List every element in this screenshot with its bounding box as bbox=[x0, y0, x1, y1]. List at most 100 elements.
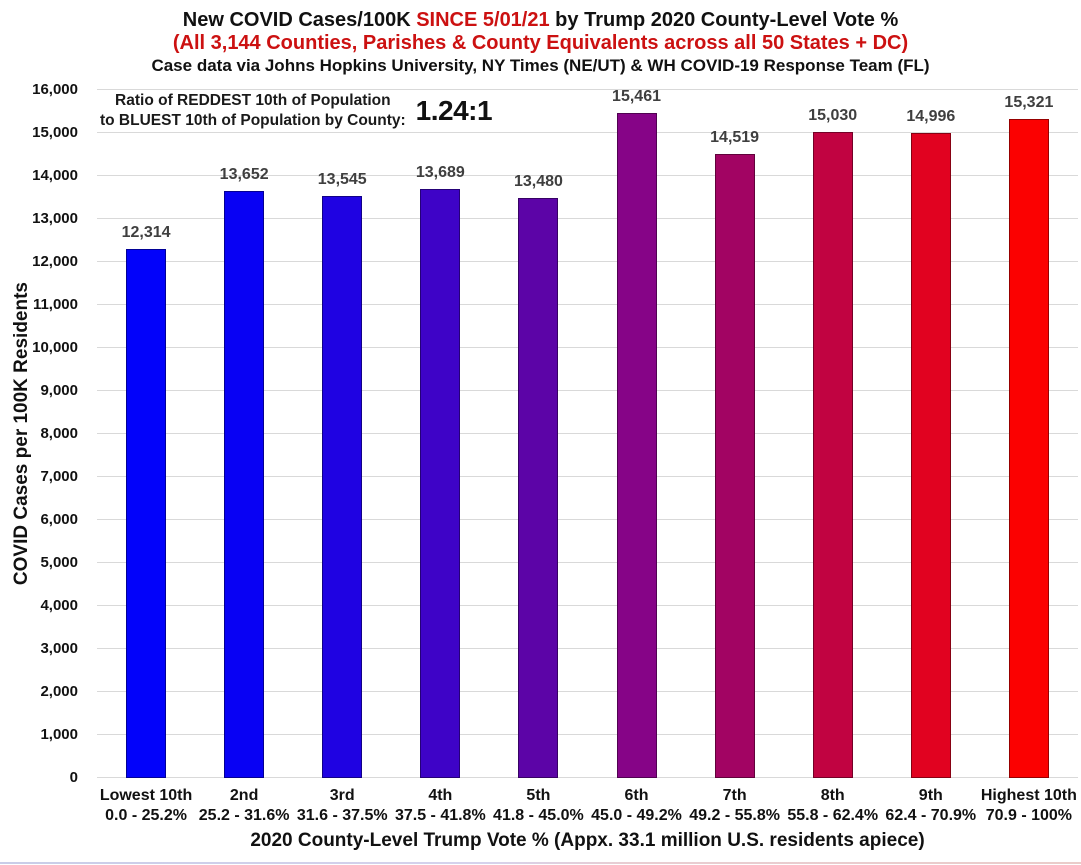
gridline bbox=[97, 734, 1078, 735]
gridline bbox=[97, 304, 1078, 305]
bar-value-label: 13,480 bbox=[513, 173, 563, 191]
chart-title: New COVID Cases/100K SINCE 5/01/21 by Tr… bbox=[0, 9, 1081, 32]
ratio-annotation-line2: to BLUEST 10th of Population by County: bbox=[100, 112, 406, 129]
gridline bbox=[97, 218, 1078, 219]
y-tick-label: 2,000 bbox=[40, 683, 78, 700]
x-category-name: 3rd bbox=[329, 787, 355, 804]
x-category-name: 5th bbox=[526, 787, 551, 804]
bar-3 bbox=[322, 195, 363, 778]
bar-column: 13,652 bbox=[195, 90, 293, 778]
x-category-label: 7th 49.2 - 55.8% bbox=[686, 786, 784, 826]
bar-column: 15,461 bbox=[587, 88, 685, 778]
gridline bbox=[97, 132, 1078, 133]
x-category-range: 55.8 - 62.4% bbox=[787, 807, 879, 824]
gridline bbox=[97, 261, 1078, 262]
gridline bbox=[97, 648, 1078, 649]
chart-source-line: Case data via Johns Hopkins University, … bbox=[151, 56, 930, 75]
gridline bbox=[97, 562, 1078, 563]
bar-value-label: 15,030 bbox=[808, 106, 858, 124]
x-axis-labels: Lowest 10th 0.0 - 25.2% 2nd 25.2 - 31.6% 3rd… bbox=[97, 786, 1078, 826]
x-category-range: 0.0 - 25.2% bbox=[105, 807, 187, 824]
x-category-label: 8th 55.8 - 62.4% bbox=[784, 786, 882, 826]
gridline bbox=[97, 691, 1078, 692]
y-tick-label: 8,000 bbox=[40, 425, 78, 442]
x-axis-title: 2020 County-Level Trump Vote % (Appx. 33… bbox=[250, 830, 925, 851]
x-category-name: Lowest 10th bbox=[99, 787, 193, 804]
bar-column: 15,030 bbox=[784, 90, 882, 778]
x-category-label: Lowest 10th 0.0 - 25.2% bbox=[97, 786, 195, 826]
x-category-range: 25.2 - 31.6% bbox=[198, 807, 290, 824]
x-category-name: Highest 10th bbox=[980, 787, 1077, 804]
bar-value-label: 12,314 bbox=[121, 223, 171, 241]
x-category-label: 4th 37.5 - 41.8% bbox=[391, 786, 489, 826]
chart-title-highlight: SINCE 5/01/21 bbox=[416, 9, 550, 31]
x-category-label: 2nd 25.2 - 31.6% bbox=[195, 786, 293, 826]
bar-10 bbox=[1008, 119, 1049, 778]
x-category-label: 5th 41.8 - 45.0% bbox=[489, 786, 587, 826]
bar-2 bbox=[224, 190, 265, 778]
bar-column: 14,996 bbox=[882, 90, 980, 778]
ratio-value: 1.24:1 bbox=[415, 95, 493, 126]
y-tick-label: 15,000 bbox=[32, 124, 78, 141]
y-tick-label: 16,000 bbox=[32, 81, 78, 98]
bar-column: 13,689 bbox=[391, 90, 489, 778]
x-category-name: 4th bbox=[428, 787, 453, 804]
chart-title-part2: by Trump 2020 County-Level Vote % bbox=[549, 9, 899, 31]
bar-4 bbox=[420, 189, 461, 778]
ratio-annotation-line1: Ratio of REDDEST 10th of Population bbox=[115, 92, 391, 109]
x-category-range: 49.2 - 55.8% bbox=[689, 807, 780, 824]
y-axis-ticks: 0 1,000 2,000 3,000 4,000 5,000 6,000 7,000 8,00… bbox=[0, 81, 80, 786]
gridline bbox=[97, 433, 1078, 434]
x-category-name: 8th bbox=[820, 787, 845, 804]
chart-subtitle: (All 3,144 Counties, Parishes & County E… bbox=[172, 32, 909, 54]
y-tick-label: 11,000 bbox=[32, 296, 78, 313]
y-tick-label: 9,000 bbox=[40, 382, 78, 399]
plot-area: 12,314 13,652 13,545 13,689 13,480 15,461 14,5… bbox=[97, 88, 1078, 778]
y-tick-label: 13,000 bbox=[32, 210, 78, 227]
bar-1 bbox=[126, 248, 167, 778]
chart-title-part1: New COVID Cases/100K bbox=[182, 9, 417, 31]
bar-column: 13,480 bbox=[489, 90, 587, 778]
bar-value-label: 13,689 bbox=[415, 164, 465, 182]
gridline bbox=[97, 89, 1078, 90]
x-category-range: 45.0 - 49.2% bbox=[591, 807, 682, 824]
x-category-range: 31.6 - 37.5% bbox=[296, 807, 388, 824]
bar-9 bbox=[910, 133, 951, 778]
bar-7 bbox=[714, 153, 755, 778]
bar-value-label: 15,321 bbox=[1004, 94, 1054, 112]
x-category-label: 6th 45.0 - 49.2% bbox=[587, 786, 685, 826]
x-category-name: 6th bbox=[624, 787, 649, 804]
bar-value-label: 14,996 bbox=[906, 108, 956, 126]
x-category-label: 3rd 31.6 - 37.5% bbox=[293, 786, 391, 826]
y-tick-label: 14,000 bbox=[32, 167, 78, 184]
x-category-range: 37.5 - 41.8% bbox=[394, 807, 486, 824]
bar-column: 13,545 bbox=[293, 90, 391, 778]
gridline bbox=[97, 777, 1078, 778]
bottom-edge-strip bbox=[0, 862, 1081, 864]
bar-6 bbox=[616, 113, 657, 778]
bar-5 bbox=[518, 198, 559, 778]
y-tick-label: 1,000 bbox=[40, 726, 78, 743]
y-tick-label: 10,000 bbox=[32, 339, 78, 356]
x-category-name: 7th bbox=[722, 787, 747, 804]
bar-column: 15,321 bbox=[980, 90, 1078, 778]
x-category-range: 41.8 - 45.0% bbox=[493, 807, 584, 824]
gridline bbox=[97, 605, 1078, 606]
bar-column: 14,519 bbox=[686, 90, 784, 778]
gridline bbox=[97, 175, 1078, 176]
y-tick-label: 6,000 bbox=[40, 511, 78, 528]
y-tick-label: 4,000 bbox=[40, 597, 78, 614]
gridline bbox=[97, 347, 1078, 348]
bar-value-label: 13,545 bbox=[317, 170, 367, 188]
ratio-annotation: Ratio of REDDEST 10th of Population to B… bbox=[100, 91, 493, 131]
y-tick-label: 7,000 bbox=[40, 468, 78, 485]
y-tick-label: 5,000 bbox=[40, 554, 78, 571]
y-tick-label: 3,000 bbox=[40, 640, 78, 657]
bar-value-label: 14,519 bbox=[710, 128, 760, 146]
x-category-label: 9th 62.4 - 70.9% bbox=[882, 786, 980, 826]
x-category-range: 62.4 - 70.9% bbox=[885, 807, 977, 824]
bar-value-label: 13,652 bbox=[219, 165, 269, 183]
ratio-annotation-text: Ratio of REDDEST 10th of Population to B… bbox=[100, 91, 406, 131]
x-category-label: Highest 10th 70.9 - 100% bbox=[980, 786, 1078, 826]
